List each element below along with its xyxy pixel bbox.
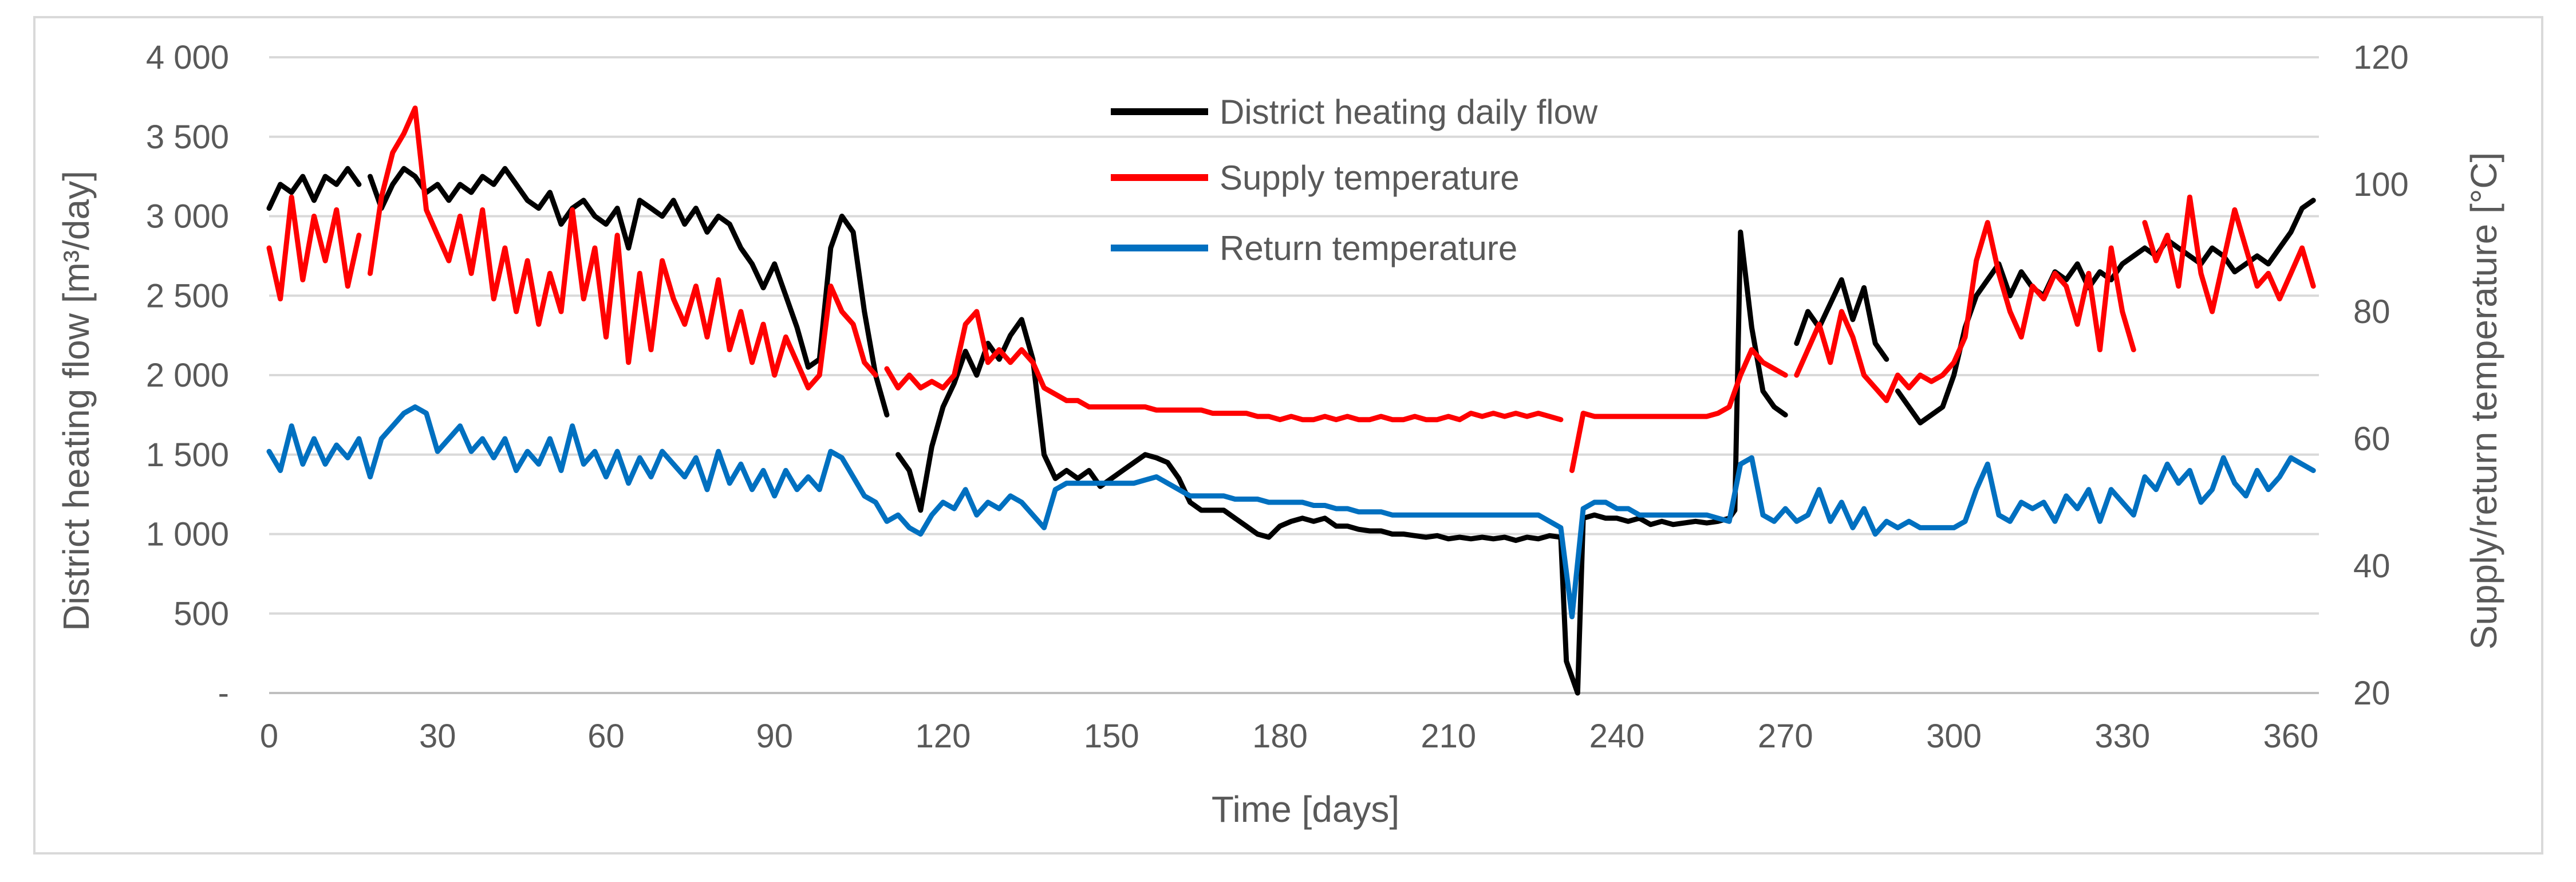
y2-tick-label: 20 [2353, 675, 2390, 712]
x-axis-title: Time [days] [1212, 789, 1399, 830]
y-tick-label: 4 000 [146, 39, 229, 76]
y-tick-label: 2 500 [146, 277, 229, 314]
x-tick-label: 60 [587, 718, 625, 755]
x-tick-label: 210 [1421, 718, 1476, 755]
y2-tick-label: 60 [2353, 420, 2390, 458]
y-tick-label: 3 000 [146, 198, 229, 235]
x-tick-label: 270 [1758, 718, 1813, 755]
x-tick-label: 30 [419, 718, 456, 755]
x-tick-label: 0 [260, 718, 278, 755]
x-tick-label: 180 [1252, 718, 1308, 755]
x-tick-label: 240 [1589, 718, 1645, 755]
tick-labels: - 500 1 000 1 500 2 000 2 500 3 000 3 500 4 000 2… [146, 39, 2409, 755]
supply-temp-line [266, 105, 2316, 473]
x-tick-label: 360 [2263, 718, 2319, 755]
legend-label-flow: District heating daily flow [1220, 93, 1598, 131]
y2-tick-label: 100 [2353, 166, 2409, 203]
x-tick-label: 330 [2094, 718, 2150, 755]
y2-tick-label: 40 [2353, 548, 2390, 585]
y-tick-label: 3 500 [146, 119, 229, 156]
return-temp-line [266, 404, 2316, 620]
x-tick-label: 90 [756, 718, 793, 755]
series-group [266, 105, 2316, 696]
y-tick-label: 1 500 [146, 436, 229, 474]
y2-tick-label: 80 [2353, 293, 2390, 330]
flow-line [266, 166, 2316, 696]
y-axis-title-left: District heating flow [m³/day] [56, 171, 97, 631]
y-tick-label: 2 000 [146, 357, 229, 394]
y-tick-label: - [218, 675, 229, 712]
x-tick-label: 300 [1926, 718, 1982, 755]
y-tick-label: 500 [173, 595, 229, 632]
y-tick-label: 1 000 [146, 516, 229, 553]
y2-tick-label: 120 [2353, 39, 2409, 76]
legend: District heating daily flow Supply tempe… [1111, 93, 1598, 267]
legend-label-supply: Supply temperature [1220, 159, 1520, 197]
x-tick-label: 120 [916, 718, 971, 755]
legend-label-return: Return temperature [1220, 229, 1517, 267]
x-tick-label: 150 [1084, 718, 1139, 755]
y-axis-title-right: Supply/return temperature [°C] [2463, 152, 2504, 650]
